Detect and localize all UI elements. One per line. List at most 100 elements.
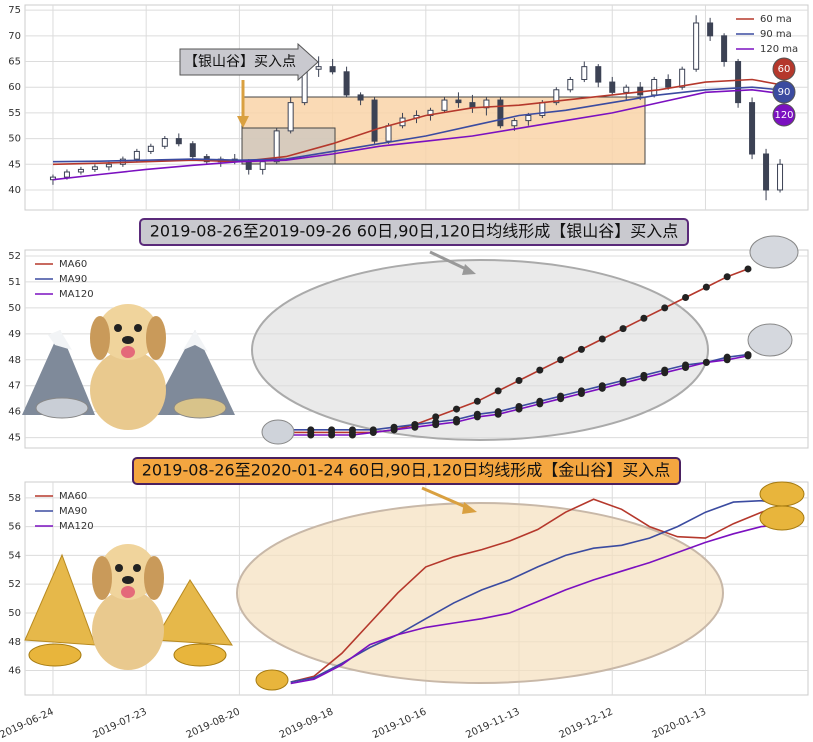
candle-body — [287, 102, 294, 132]
y-tick-label: 52 — [8, 579, 21, 590]
marker — [328, 426, 336, 434]
legend-label: 60 ma — [760, 14, 792, 25]
y-tick-label: 46 — [8, 407, 21, 418]
y-tick-label: 49 — [8, 329, 21, 340]
y-tick-label: 52 — [8, 251, 21, 262]
marker — [515, 405, 523, 413]
candle-body — [63, 171, 70, 178]
candle-body — [567, 78, 574, 91]
legend-label: 120 ma — [760, 44, 798, 55]
marker — [536, 366, 544, 374]
x-tick-label: 2019-06-24 — [0, 706, 55, 741]
candle-body — [609, 81, 616, 93]
badge-label: 120 — [774, 110, 793, 121]
badge — [772, 57, 796, 81]
annotation: 【银山谷】买入点 — [184, 54, 296, 70]
y-tick-label: 51 — [8, 277, 21, 288]
marker — [577, 345, 585, 353]
line — [290, 522, 790, 685]
dog — [90, 304, 166, 430]
candle-body — [441, 99, 448, 111]
gold-pyramid — [154, 579, 233, 646]
marker — [307, 426, 315, 434]
candle-body — [357, 94, 364, 101]
y-tick-label: 55 — [8, 108, 21, 119]
decorations: 【银山谷】买入点 2019-08-26至2019-09-26 60日,90日,1… — [22, 42, 805, 691]
candle-body — [91, 166, 98, 170]
candle-body — [707, 22, 714, 37]
legend-label: 90 ma — [760, 29, 792, 40]
x-tick-label: 2019-08-20 — [185, 706, 242, 741]
marker — [473, 413, 481, 421]
legend-label: MA60 — [59, 491, 87, 502]
y-tick-label: 56 — [8, 522, 21, 533]
candle-body — [735, 61, 742, 104]
snow — [183, 330, 208, 352]
marker — [557, 395, 565, 403]
candle-body — [259, 161, 266, 170]
annotation-box — [179, 42, 319, 82]
x-tick-label: 2019-12-12 — [557, 706, 614, 741]
y-tick-label: 70 — [8, 31, 21, 42]
marker — [369, 428, 377, 436]
badge — [772, 80, 796, 104]
x-tick-label: 2019-07-23 — [91, 706, 148, 741]
candle-body — [105, 163, 112, 168]
legend-label: MA120 — [59, 521, 94, 532]
line — [290, 499, 790, 683]
candle-body — [49, 176, 56, 181]
y-tick-label: 45 — [8, 159, 21, 170]
candle-body — [651, 78, 658, 96]
marker — [744, 352, 752, 360]
marker — [661, 369, 669, 377]
marker — [577, 390, 585, 398]
banner — [139, 218, 689, 246]
candle-body — [679, 68, 686, 88]
legend-label: MA120 — [59, 289, 94, 300]
legend-label: MA60 — [59, 259, 87, 270]
marker — [682, 293, 690, 301]
candle-body — [693, 22, 700, 70]
marker — [744, 265, 752, 273]
marker — [453, 418, 461, 426]
marker — [307, 431, 315, 439]
y-tick-label: 48 — [8, 637, 21, 648]
candle-body — [329, 66, 336, 73]
x-tick-label: 2019-11-13 — [464, 706, 521, 741]
marker — [598, 335, 606, 343]
candle-body — [525, 114, 532, 122]
x-tick-label: 2019-09-18 — [278, 706, 335, 741]
candle-body — [595, 66, 602, 83]
overlay-layer: 60 ma 90 ma 120 ma 60 90 120 MA60 MA90 MA120 MA60… — [35, 14, 798, 532]
y-tick-label: 50 — [8, 134, 21, 145]
marker — [390, 426, 398, 434]
y-tick-label: 60 — [8, 82, 21, 93]
marker — [640, 374, 648, 382]
marker — [619, 325, 627, 333]
line — [52, 86, 781, 163]
candle-body — [553, 89, 560, 104]
candle-body — [497, 99, 504, 127]
candle-body — [147, 145, 154, 152]
y-tick-label: 48 — [8, 355, 21, 366]
line — [52, 78, 781, 166]
marker — [619, 379, 627, 387]
silver-ingots — [35, 235, 799, 445]
arrow-head — [237, 116, 249, 128]
chart-title: 2019-08-26至2019-09-26 60日,90日,120日均线形成【银… — [150, 222, 679, 241]
marker — [453, 405, 461, 413]
banner — [132, 457, 681, 485]
line — [290, 498, 790, 683]
arrow-head — [462, 502, 477, 514]
marker — [432, 421, 440, 429]
y-tick-label: 65 — [8, 57, 21, 68]
marker — [557, 356, 565, 364]
badge-label: 90 — [778, 87, 791, 98]
marker — [328, 431, 336, 439]
marker — [723, 356, 731, 364]
candle-body — [133, 150, 140, 160]
marker — [348, 431, 356, 439]
gold-ellipse — [236, 502, 724, 684]
candle-body — [315, 66, 322, 70]
marker — [494, 410, 502, 418]
